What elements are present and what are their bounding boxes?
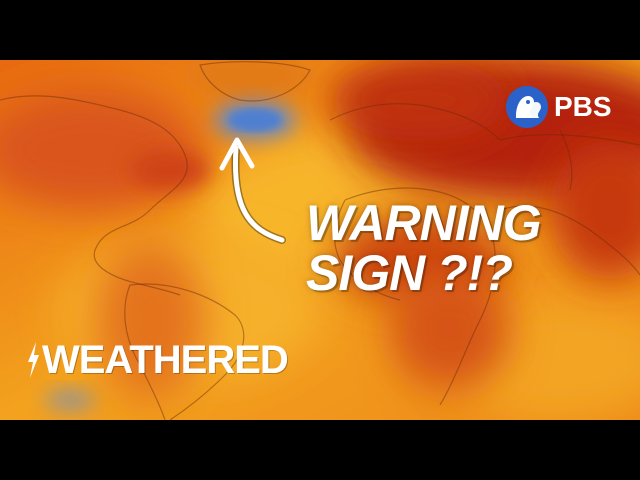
letterbox-top [0, 0, 640, 60]
network-name: PBS [554, 91, 612, 122]
lightning-bolt-icon [28, 342, 39, 378]
show-logo: WEATHERED [26, 338, 289, 382]
show-name: WEATHERED [42, 338, 289, 382]
pbs-heads-icon [506, 86, 548, 128]
headline-text: WARNING SIGN ?!? [306, 195, 542, 301]
letterbox-bottom [0, 420, 640, 480]
arrow-icon [219, 137, 286, 244]
headline-line-2: SIGN ?!? [306, 245, 513, 301]
headline-line-1: WARNING [306, 195, 542, 251]
pbs-logo: PBS [506, 86, 612, 128]
